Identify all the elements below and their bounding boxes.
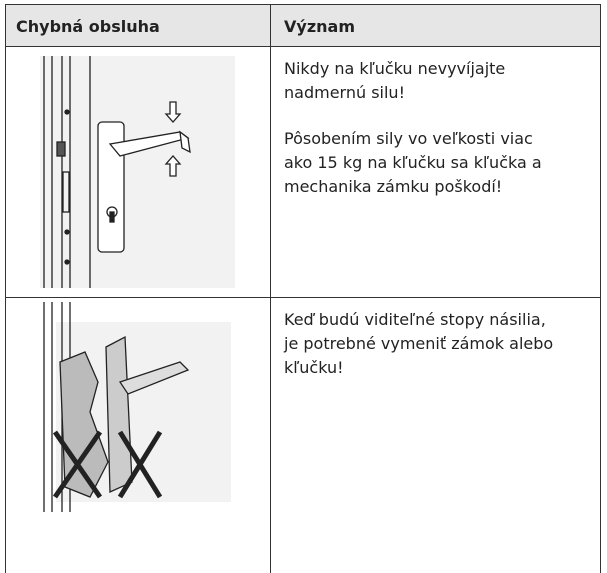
border	[5, 4, 6, 573]
header-cell: Chybná obsluha	[6, 5, 270, 47]
paragraph: Keď budú viditeľné stopy násilia, je pot…	[284, 310, 554, 377]
border	[600, 4, 601, 573]
text-cell: Nikdy na kľučku nevyvíjajte nadmernú sil…	[270, 47, 600, 297]
text-cell: Keď budú viditeľné stopy násilia, je pot…	[270, 298, 600, 573]
illustration	[43, 302, 231, 512]
illustration	[40, 56, 235, 288]
border	[5, 46, 601, 47]
paragraph: Pôsobením sily vo veľkosti viac ako 15 k…	[284, 129, 542, 196]
border	[5, 4, 601, 5]
header-cell: Význam	[270, 5, 600, 47]
border	[5, 297, 601, 298]
border	[270, 4, 271, 573]
paragraph: Nikdy na kľučku nevyvíjajte nadmernú sil…	[284, 59, 506, 102]
